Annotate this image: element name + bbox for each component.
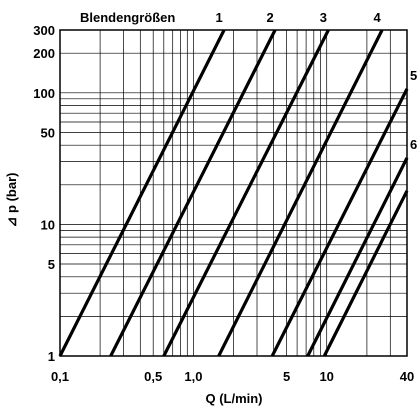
x-axis-label: Q (L/min) — [205, 391, 262, 406]
tick-labels: 0,1 0,5 1,0 5 10 40 1 5 10 50 100 200 300 — [33, 23, 414, 384]
chart-title: Blendengrößen — [80, 10, 175, 25]
series-line-unnamed — [322, 190, 409, 357]
series-label: 5 — [410, 68, 417, 83]
series-line-5 — [270, 88, 409, 357]
series-line-1 — [58, 29, 226, 357]
y-tick-label: 100 — [33, 86, 55, 101]
x-tick-label: 0,5 — [144, 369, 162, 384]
y-tick-label: 10 — [41, 217, 55, 232]
series-lines: 1 2 3 4 5 6 — [58, 10, 417, 357]
y-tick-label: 50 — [41, 125, 55, 140]
y-tick-label: 300 — [33, 23, 55, 38]
series-label: 3 — [320, 10, 327, 25]
series-line-3 — [162, 29, 330, 357]
y-tick-label: 200 — [33, 46, 55, 61]
x-tick-label: 40 — [400, 369, 414, 384]
y-axis-label: ⊿ p (bar) — [4, 173, 19, 228]
x-tick-label: 1,0 — [184, 369, 202, 384]
series-line-6 — [306, 157, 409, 357]
series-line-4 — [217, 29, 384, 357]
series-label: 2 — [266, 10, 273, 25]
series-label: 4 — [373, 10, 381, 25]
y-tick-label: 5 — [48, 257, 55, 272]
series-line-2 — [109, 29, 277, 357]
y-tick-label: 1 — [48, 349, 55, 364]
x-tick-label: 10 — [319, 369, 333, 384]
series-label: 6 — [410, 137, 417, 152]
x-tick-label: 5 — [283, 369, 290, 384]
x-tick-label: 0,1 — [51, 369, 69, 384]
series-label: 1 — [215, 10, 222, 25]
